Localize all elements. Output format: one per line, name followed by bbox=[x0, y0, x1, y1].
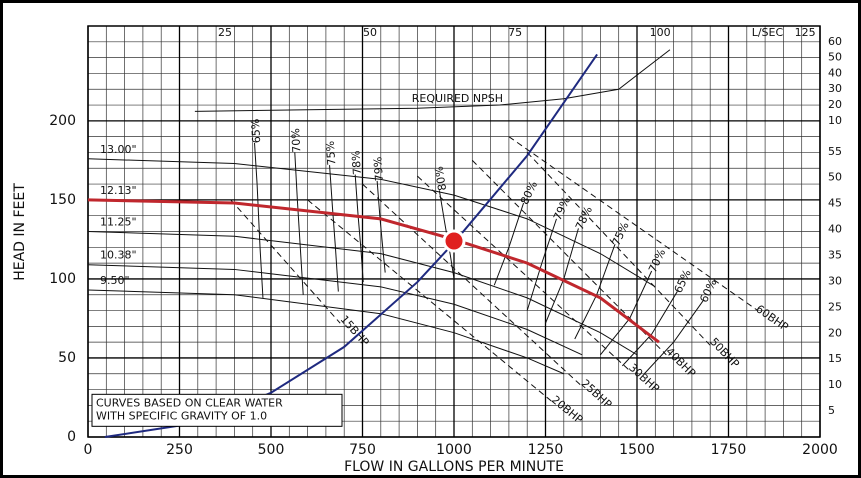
curve bbox=[294, 152, 304, 295]
note-frame bbox=[91, 393, 343, 427]
x-tick-label: 1750 bbox=[711, 442, 747, 458]
curve-label: 10.38" bbox=[100, 249, 137, 262]
curve-label: 70% bbox=[289, 128, 303, 153]
curve bbox=[329, 165, 339, 292]
curve-label: REQUIRED NPSH bbox=[412, 92, 503, 105]
curve bbox=[643, 300, 704, 375]
y3-tick-label: 60 bbox=[828, 35, 842, 48]
y3-tick-label: 30 bbox=[828, 82, 842, 95]
curve bbox=[526, 152, 711, 346]
x-tick-label: 1250 bbox=[528, 442, 564, 458]
curve-label: 13.00" bbox=[100, 143, 137, 156]
x2-tick-label: 75 bbox=[508, 26, 522, 39]
y-tick-label: 0 bbox=[67, 429, 76, 445]
x-tick-label: 1000 bbox=[436, 442, 472, 458]
note-text: CURVES BASED ON CLEAR WATER bbox=[96, 396, 283, 409]
y2-tick-label: 40 bbox=[828, 223, 842, 236]
curve-label: 11.25" bbox=[100, 216, 137, 229]
y-axis-label: HEAD IN FEET bbox=[12, 183, 28, 281]
y2-tick-label: 30 bbox=[828, 274, 842, 287]
y2-tick-label: 50 bbox=[828, 171, 842, 184]
y-tick-label: 50 bbox=[58, 350, 76, 366]
y3-tick-label: 10 bbox=[828, 114, 842, 127]
y2-tick-label: 35 bbox=[828, 248, 842, 261]
curve-label: 65% bbox=[249, 118, 263, 143]
curve bbox=[493, 202, 525, 286]
curve bbox=[194, 49, 671, 112]
y2-tick-label: 25 bbox=[828, 300, 842, 313]
y-tick-label: 200 bbox=[49, 113, 76, 129]
y3-tick-label: 50 bbox=[828, 51, 842, 64]
y2-tick-label: 10 bbox=[828, 378, 842, 391]
x-tick-label: 500 bbox=[258, 442, 285, 458]
x-tick-label: 250 bbox=[166, 442, 193, 458]
y3-tick-label: 20 bbox=[828, 98, 842, 111]
curve bbox=[87, 158, 656, 288]
curve bbox=[376, 180, 386, 273]
y2-tick-label: 20 bbox=[828, 326, 842, 339]
curve-label: 80% bbox=[432, 165, 449, 191]
curve bbox=[230, 199, 341, 324]
curve-label: 78% bbox=[349, 150, 364, 175]
y2-tick-label: 55 bbox=[828, 145, 842, 158]
y2-tick-label: 45 bbox=[828, 197, 842, 210]
operating-point bbox=[442, 229, 466, 253]
x-axis-label: FLOW IN GALLONS PER MINUTE bbox=[344, 459, 564, 475]
curve bbox=[87, 231, 638, 356]
x2-tick-label: 100 bbox=[650, 26, 671, 39]
curve bbox=[417, 175, 631, 371]
curve-label: 79% bbox=[371, 156, 386, 181]
x-tick-label: 2000 bbox=[802, 442, 838, 458]
y2-tick-label: 5 bbox=[828, 404, 835, 417]
curve bbox=[526, 218, 557, 311]
curve bbox=[621, 291, 678, 367]
x2-axis-label: L/SEC bbox=[752, 26, 784, 39]
x2-tick-label: 50 bbox=[363, 26, 377, 39]
note-text: WITH SPECIFIC GRAVITY OF 1.0 bbox=[96, 409, 267, 422]
curve bbox=[87, 264, 583, 356]
curve bbox=[471, 160, 667, 356]
x-tick-label: 1500 bbox=[619, 442, 655, 458]
curve-label: 75% bbox=[324, 140, 339, 165]
curve bbox=[508, 136, 759, 311]
curve-label: 9.50" bbox=[100, 274, 130, 287]
x2-tick-label: 125 bbox=[795, 26, 816, 39]
x2-tick-label: 25 bbox=[218, 26, 232, 39]
y-tick-label: 150 bbox=[49, 192, 76, 208]
x-tick-label: 750 bbox=[349, 442, 376, 458]
curve bbox=[87, 289, 564, 375]
y-tick-label: 100 bbox=[49, 271, 76, 287]
curve bbox=[307, 199, 554, 403]
curve-label: 12.13" bbox=[100, 184, 137, 197]
y3-tick-label: 40 bbox=[828, 66, 842, 79]
y2-tick-label: 15 bbox=[828, 352, 842, 365]
curve bbox=[354, 174, 364, 283]
x-tick-label: 0 bbox=[84, 442, 93, 458]
